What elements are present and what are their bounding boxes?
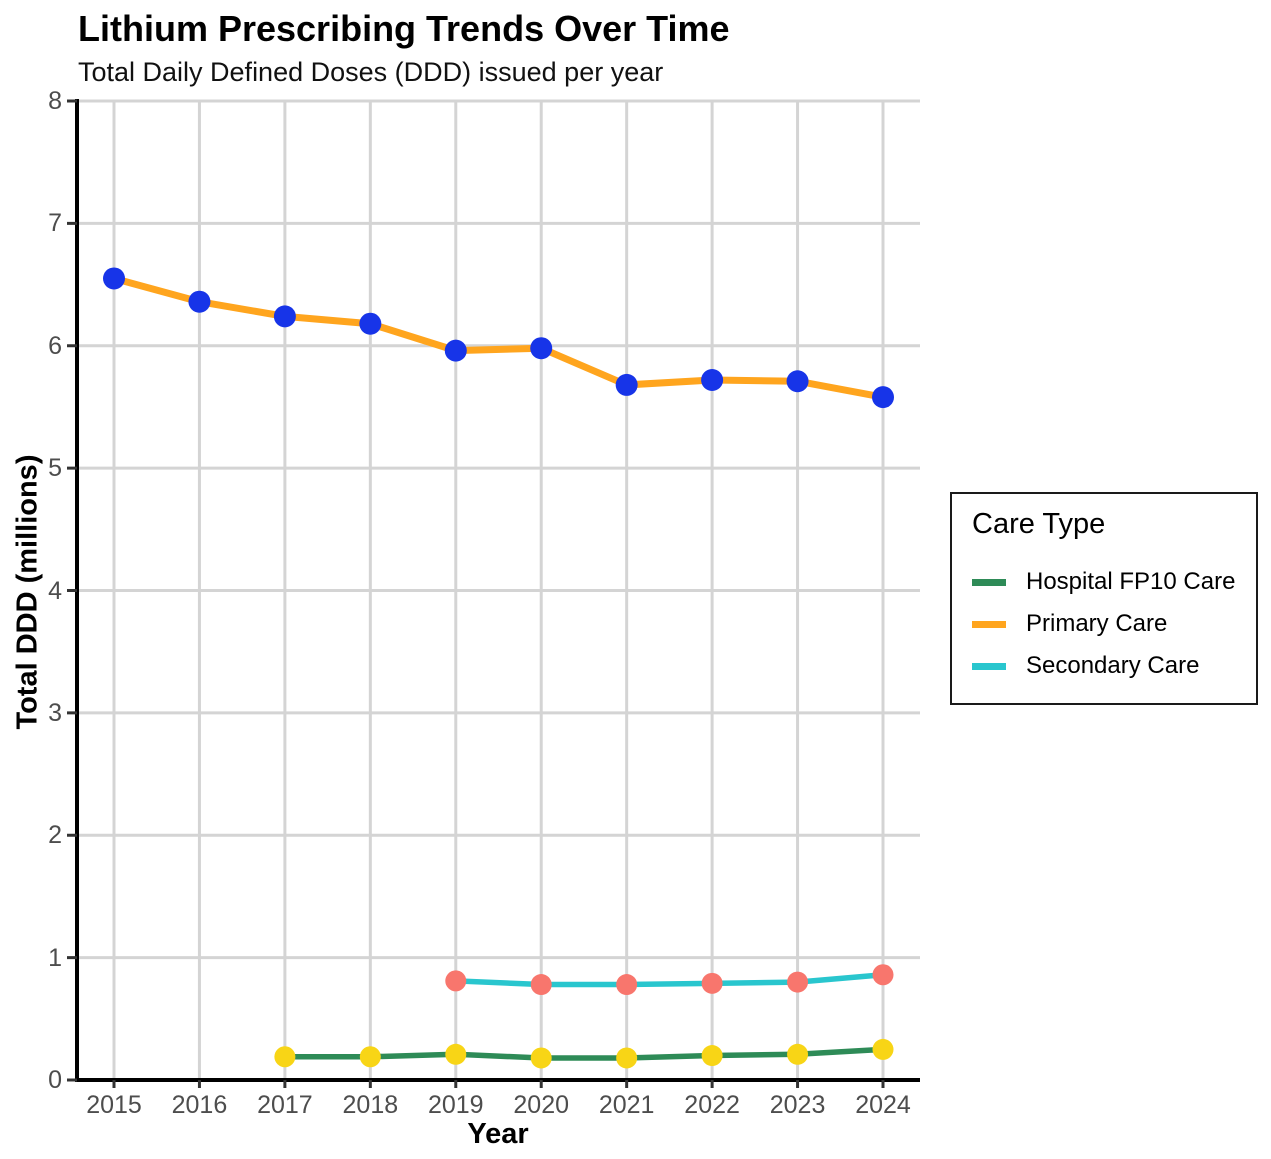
series-line-hospital-fp10-care	[284, 1046, 884, 1061]
y-tick-label: 7	[48, 209, 62, 238]
legend-item-secondary-care: Secondary Care	[972, 645, 1236, 687]
data-point-secondary-care	[701, 972, 723, 994]
data-point-hospital-fp10-care	[445, 1043, 467, 1065]
y-tick-label: 0	[48, 1066, 62, 1094]
y-tick-label: 5	[48, 454, 62, 483]
y-tick-label: 6	[48, 331, 62, 360]
x-tick-label: 2018	[342, 1091, 399, 1119]
x-tick-label: 2021	[598, 1091, 655, 1119]
data-point-primary-care	[615, 373, 638, 396]
data-point-primary-care	[188, 290, 211, 313]
legend-item-label: Hospital FP10 Care	[1026, 568, 1236, 595]
data-point-hospital-fp10-care	[787, 1043, 809, 1065]
data-point-secondary-care	[872, 964, 894, 986]
y-tick-label: 3	[48, 698, 62, 727]
legend-title: Care Type	[972, 508, 1106, 540]
x-axis-tick-labels: 2015 2016 2017 2018 2019 2020 2021 2022 2023 2024	[0, 1091, 1271, 1121]
legend-item-label: Secondary Care	[1026, 652, 1200, 679]
data-point-secondary-care	[616, 974, 638, 996]
data-point-secondary-care	[787, 971, 809, 993]
data-point-hospital-fp10-care	[530, 1047, 552, 1069]
x-axis-title: Year	[467, 1118, 529, 1150]
data-point-primary-care	[786, 370, 809, 393]
x-tick-label: 2024	[855, 1091, 911, 1119]
x-tick-label: 2015	[86, 1091, 142, 1119]
x-tick-label: 2023	[769, 1091, 826, 1119]
data-point-primary-care	[359, 312, 382, 335]
legend-key-line-primary	[972, 620, 1006, 628]
x-tick-label: 2020	[513, 1091, 570, 1119]
x-tick-label: 2016	[171, 1091, 228, 1119]
legend-item-label: Primary Care	[1026, 610, 1168, 637]
legend-item-hospital-fp10-care: Hospital FP10 Care	[972, 561, 1236, 603]
data-point-hospital-fp10-care	[872, 1038, 894, 1060]
data-point-primary-care	[444, 339, 467, 362]
data-point-primary-care	[872, 386, 894, 409]
data-point-primary-care	[530, 337, 553, 360]
series-line-primary-care	[113, 275, 884, 401]
x-tick-label: 2022	[684, 1091, 740, 1119]
data-point-hospital-fp10-care	[359, 1046, 381, 1068]
plot-area	[67, 99, 920, 1088]
data-point-hospital-fp10-care	[701, 1045, 723, 1067]
data-point-secondary-care	[445, 970, 467, 992]
legend-key-line-secondary	[972, 662, 1006, 670]
y-tick-label: 4	[48, 576, 62, 605]
chart-subtitle: Total Daily Defined Doses (DDD) issued p…	[78, 57, 664, 87]
x-tick-label: 2017	[257, 1091, 313, 1119]
y-axis-tick-labels: 0 1 2 3 4 5 6 7 8	[0, 87, 66, 1094]
x-tick-label: 2019	[427, 1091, 484, 1119]
data-point-hospital-fp10-care	[616, 1047, 638, 1069]
data-point-primary-care	[103, 267, 125, 290]
series-line-secondary-care	[455, 972, 884, 988]
data-point-secondary-care	[530, 974, 552, 996]
data-point-primary-care	[701, 369, 724, 392]
data-point-hospital-fp10-care	[274, 1046, 296, 1068]
legend-item-primary-care: Primary Care	[972, 603, 1236, 645]
y-tick-label: 1	[48, 943, 62, 972]
data-point-primary-care	[273, 305, 296, 328]
y-tick-label: 8	[48, 87, 62, 115]
chart-title: Lithium Prescribing Trends Over Time	[78, 8, 730, 49]
y-tick-label: 2	[48, 821, 62, 850]
legend-key-line-hospital	[972, 578, 1006, 586]
legend: Care Type Hospital FP10 Care Primary Car…	[950, 492, 1258, 705]
